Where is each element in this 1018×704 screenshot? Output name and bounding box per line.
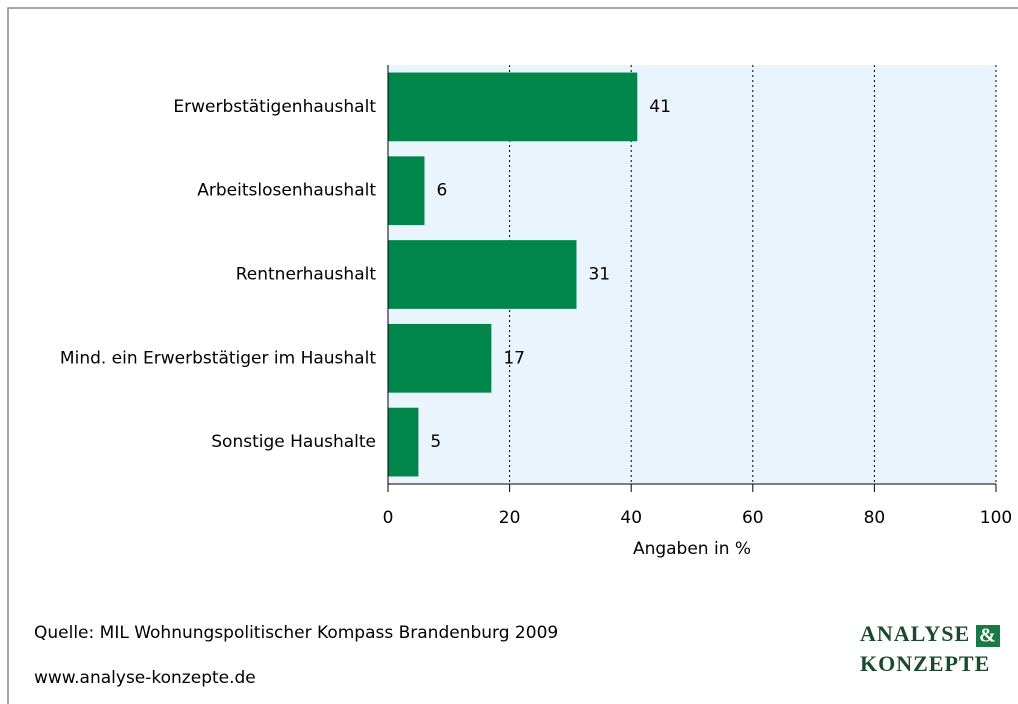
y-tick-label: Arbeitslosenhaushalt [197,181,376,201]
value-label: 17 [503,348,525,368]
value-label: 6 [436,181,447,201]
bar [388,323,492,393]
logo-line1: ANALYSE [860,621,970,646]
logo-line2: KONZEPTE [860,651,990,676]
url: www.analyse-konzepte.de [34,668,256,688]
y-tick-label: Sonstige Haushalte [211,432,376,452]
bar [388,72,638,142]
y-tick-label: Erwerbstätigenhaushalt [173,97,376,117]
bar [388,240,577,309]
y-tick-label: Rentnerhaushalt [236,265,377,285]
value-label: 31 [588,265,610,285]
bar [388,156,425,226]
value-label: 5 [430,432,441,452]
logo-amp: & [979,625,997,647]
x-tick-label: 100 [980,508,1012,528]
frame [7,7,1018,704]
x-axis-label: Angaben in % [633,539,751,559]
value-label: 41 [649,97,671,117]
source: Quelle: MIL Wohnungspolitischer Kompass … [34,623,558,643]
x-tick-label: 60 [742,508,764,528]
y-tick-label: Mind. ein Erwerbstätiger im Haushalt [60,348,376,368]
x-tick-label: 40 [620,508,642,528]
bar [388,407,419,477]
x-tick-label: 20 [499,508,521,528]
x-tick-label: 80 [864,508,886,528]
x-tick-label: 0 [383,508,394,528]
logo-box [976,625,1000,647]
